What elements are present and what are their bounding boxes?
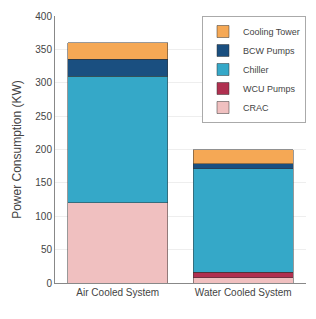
svg-text:400: 400 bbox=[35, 11, 52, 22]
svg-text:300: 300 bbox=[35, 77, 52, 88]
svg-text:Air Cooled System: Air Cooled System bbox=[76, 287, 159, 298]
svg-text:200: 200 bbox=[35, 144, 52, 155]
svg-text:250: 250 bbox=[35, 111, 52, 122]
svg-text:100: 100 bbox=[35, 211, 52, 222]
svg-text:Chiller: Chiller bbox=[243, 65, 269, 75]
svg-text:0: 0 bbox=[46, 278, 52, 289]
svg-text:BCW Pumps: BCW Pumps bbox=[243, 46, 295, 56]
svg-text:CRAC: CRAC bbox=[243, 103, 269, 113]
svg-text:150: 150 bbox=[35, 177, 52, 188]
svg-text:Water Cooled System: Water Cooled System bbox=[195, 287, 292, 298]
svg-text:Power Consumption (KW): Power Consumption (KW) bbox=[10, 80, 24, 219]
svg-text:Cooling Tower: Cooling Tower bbox=[243, 27, 300, 37]
svg-text:350: 350 bbox=[35, 44, 52, 55]
svg-text:WCU Pumps: WCU Pumps bbox=[243, 84, 296, 94]
svg-text:50: 50 bbox=[41, 244, 53, 255]
